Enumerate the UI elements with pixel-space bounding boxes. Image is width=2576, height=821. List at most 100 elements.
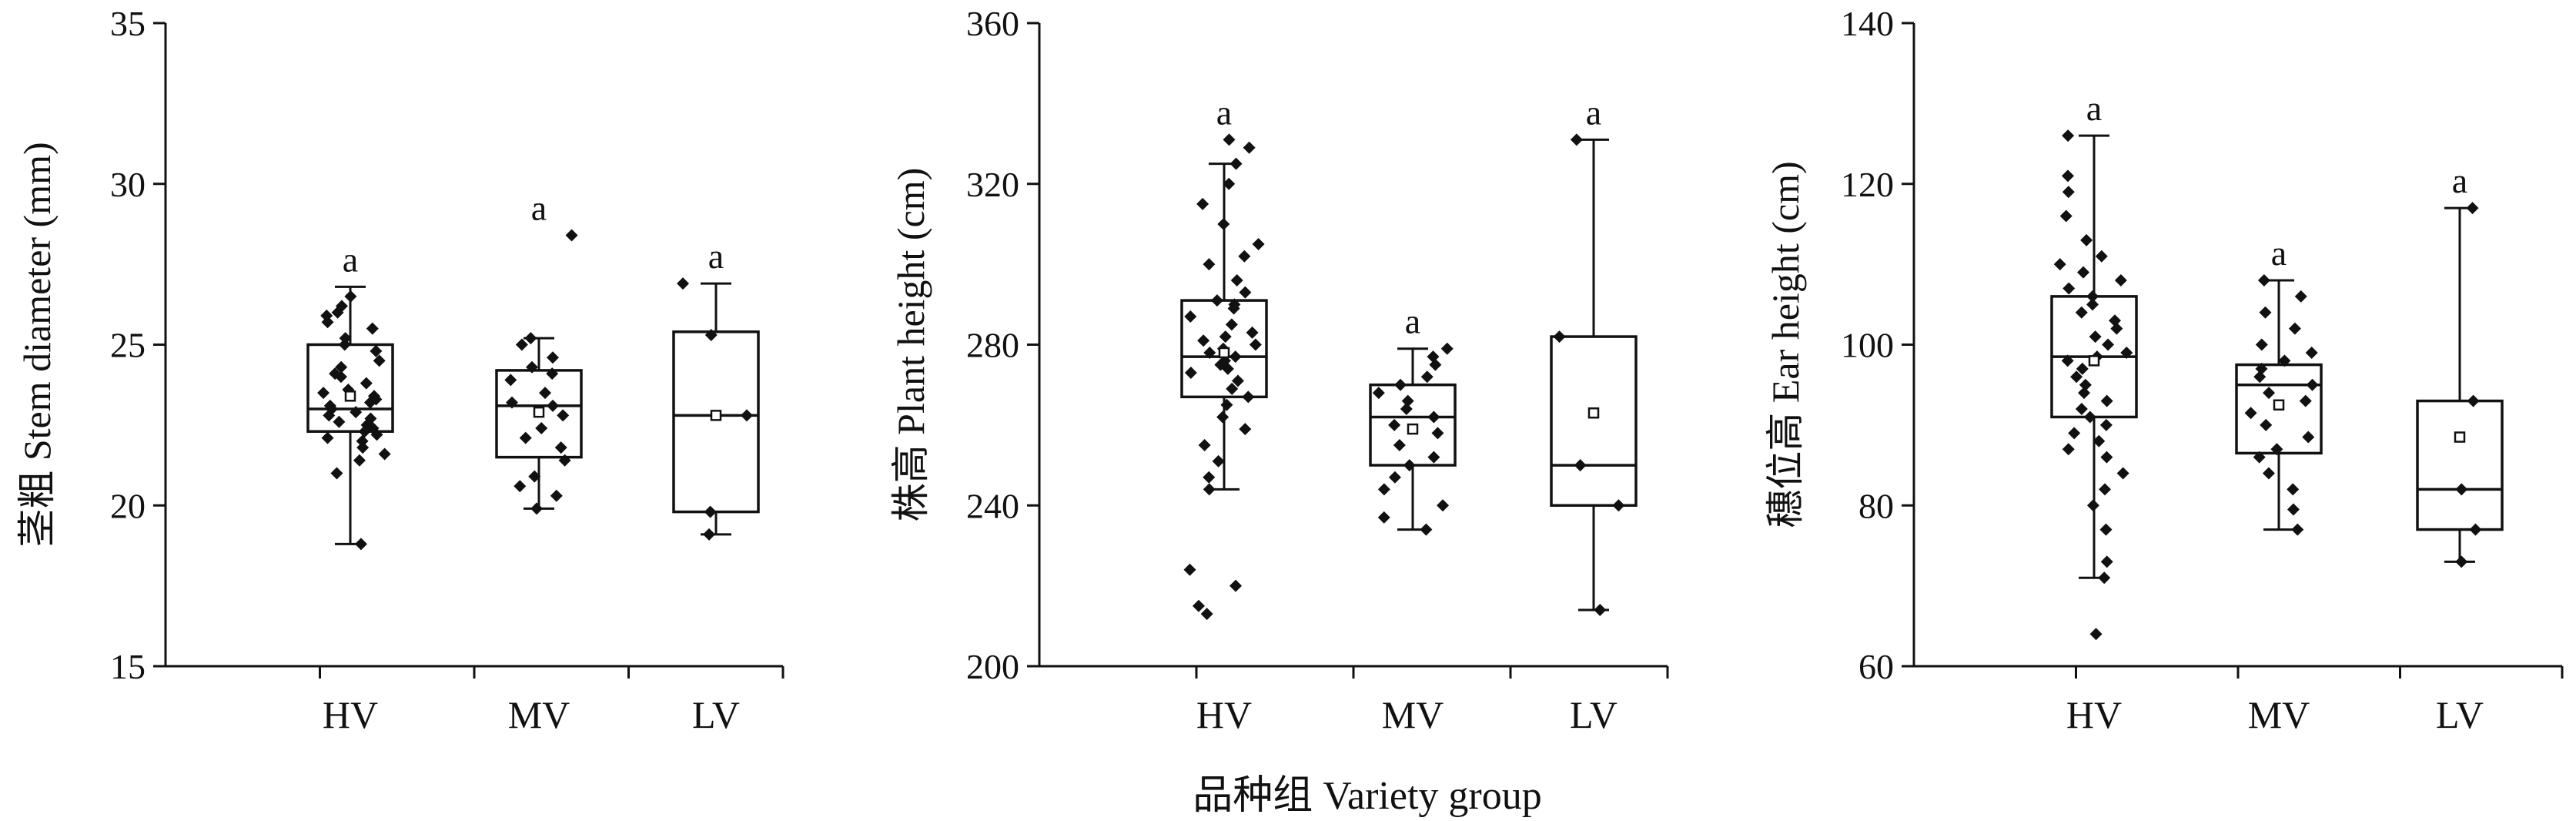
data-point <box>1400 403 1413 415</box>
data-point <box>2075 403 2088 415</box>
data-point <box>1401 394 1414 407</box>
data-point <box>1372 387 1385 400</box>
data-point <box>373 354 386 367</box>
box-lv: a LV <box>672 236 760 736</box>
data-point <box>1553 330 1566 343</box>
data-point <box>1238 250 1251 263</box>
data-point <box>1420 523 1433 536</box>
data-point <box>1210 294 1223 307</box>
data-point <box>2263 387 2276 400</box>
data-point <box>2102 338 2115 351</box>
data-point <box>704 505 717 518</box>
data-point <box>1246 326 1259 339</box>
data-point <box>370 344 383 357</box>
x-category-label: MV <box>508 693 570 736</box>
data-point <box>354 538 367 551</box>
data-point <box>353 454 366 467</box>
data-point <box>1226 382 1239 395</box>
data-point <box>1217 217 1230 230</box>
data-point <box>2257 274 2270 287</box>
data-point <box>2306 378 2319 391</box>
data-point <box>2099 523 2113 536</box>
data-point <box>558 454 571 467</box>
data-point <box>704 328 718 341</box>
data-point <box>1243 141 1256 154</box>
y-tick-label: 140 <box>1841 4 1894 43</box>
data-point <box>2262 467 2275 480</box>
data-point <box>703 528 716 541</box>
data-point <box>2062 186 2075 199</box>
data-point <box>1394 378 1407 391</box>
data-point <box>519 431 532 444</box>
x-category-label: LV <box>1570 693 1618 736</box>
data-point <box>2278 354 2291 367</box>
significance-letter: a <box>1586 92 1601 132</box>
iqr-box <box>672 330 760 514</box>
data-point <box>2083 410 2096 424</box>
data-point <box>1427 410 1440 424</box>
data-point <box>2305 346 2318 359</box>
data-point <box>2260 418 2273 431</box>
data-point <box>1230 274 1243 287</box>
data-point <box>2294 290 2307 303</box>
data-point <box>1183 563 1196 576</box>
data-point <box>2100 555 2113 568</box>
y-tick-label: 25 <box>110 326 146 365</box>
data-point <box>557 409 570 422</box>
data-point <box>2270 443 2283 456</box>
data-point <box>1231 374 1244 387</box>
data-point <box>321 431 334 444</box>
data-point <box>530 502 544 515</box>
data-point <box>360 377 373 390</box>
data-point <box>339 332 352 345</box>
data-point <box>2086 298 2099 311</box>
y-tick-label: 35 <box>110 4 146 43</box>
data-point <box>539 387 552 400</box>
mean-marker <box>710 410 722 421</box>
y-tick-label: 200 <box>966 647 1019 686</box>
data-point <box>547 399 560 412</box>
box-mv: a MV <box>2235 233 2323 736</box>
significance-letter: a <box>343 240 358 279</box>
data-point <box>2099 418 2113 431</box>
box-lv: a LV <box>2416 161 2504 736</box>
box-lv: a LV <box>1550 92 1638 736</box>
mean-marker <box>2273 399 2285 411</box>
data-point <box>1203 258 1216 271</box>
data-point <box>329 367 342 380</box>
data-point <box>2089 628 2103 641</box>
significance-letter: a <box>708 236 724 276</box>
data-point <box>350 406 363 419</box>
data-point <box>514 480 527 493</box>
data-point <box>2287 503 2300 516</box>
iqr-box <box>1550 335 1638 507</box>
data-point <box>2288 322 2301 335</box>
data-point <box>2455 483 2468 496</box>
x-category-label: HV <box>323 693 378 736</box>
data-point <box>2287 483 2300 496</box>
data-point <box>1220 398 1233 411</box>
data-point <box>2095 250 2108 263</box>
data-point <box>317 387 330 400</box>
data-point <box>1184 310 1197 323</box>
data-point <box>1229 579 1243 592</box>
data-point <box>1420 370 1434 384</box>
data-point <box>2093 434 2106 447</box>
y-tick-label: 240 <box>966 486 1019 525</box>
box-hv: a HV <box>306 240 394 736</box>
data-point <box>1427 451 1440 464</box>
data-point <box>1252 238 1265 251</box>
panel-2: 200 240 280 320 360 株高 Plant height (cm) a HV a M… <box>889 4 1669 736</box>
data-point <box>1223 133 1236 146</box>
data-point <box>2255 362 2268 375</box>
data-point <box>364 412 377 425</box>
data-point <box>1196 197 1209 210</box>
data-point <box>2061 354 2074 367</box>
data-point <box>1219 330 1232 343</box>
data-point <box>1229 157 1243 170</box>
data-point <box>1200 608 1213 621</box>
data-point <box>323 399 336 412</box>
data-point <box>1203 346 1216 359</box>
data-point <box>2079 378 2092 391</box>
